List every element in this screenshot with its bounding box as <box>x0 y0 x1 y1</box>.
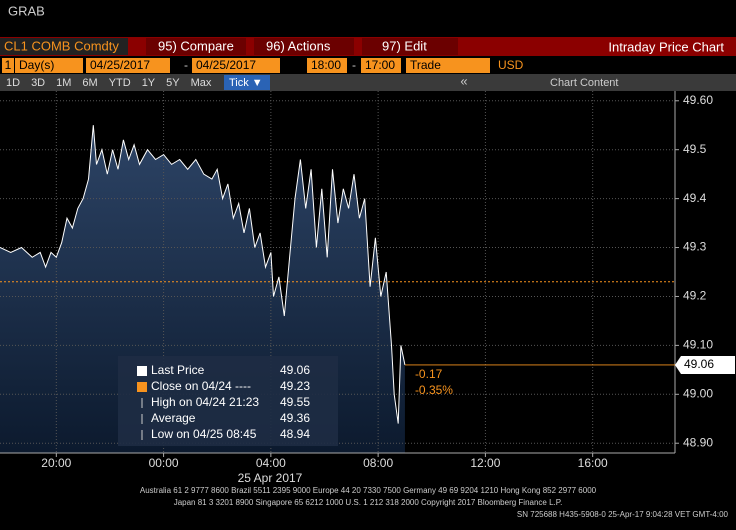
period-unit[interactable]: Day(s) <box>19 58 54 72</box>
annotation: -0.17 <box>415 367 443 381</box>
ticker[interactable]: CL1 COMB Comdty <box>4 38 119 53</box>
price-line <box>0 125 406 424</box>
legend-value: 49.36 <box>280 411 310 425</box>
x-tick-label: 20:00 <box>41 456 71 470</box>
legend-label: High on 04/24 21:23 <box>151 395 259 409</box>
x-axis-label: 25 Apr 2017 <box>238 471 303 485</box>
axis-background <box>675 91 736 453</box>
legend: Last Price 49.06 Close on 04/24 ---- 49.23 H… <box>118 356 338 446</box>
legend-value: 49.23 <box>280 379 310 393</box>
y-tick-label: 49.00 <box>683 386 713 400</box>
legend-label: Last Price <box>151 363 205 377</box>
start-date-box[interactable] <box>86 58 170 73</box>
period-count[interactable]: 1 <box>5 58 12 72</box>
range-button[interactable]: 6M <box>82 77 97 89</box>
legend-swatch <box>137 382 147 392</box>
legend-value: 49.06 <box>280 363 310 377</box>
annotation: -0.35% <box>415 383 453 397</box>
period-count-box[interactable] <box>2 58 14 73</box>
start-date[interactable]: 04/25/2017 <box>90 58 150 72</box>
field[interactable]: Trade <box>410 58 441 72</box>
y-tick-label: 49.3 <box>683 240 707 254</box>
x-tick-label: 04:00 <box>256 456 286 470</box>
edit-button[interactable] <box>362 38 458 55</box>
currency: USD <box>498 58 524 72</box>
x-tick-label: 16:00 <box>578 456 608 470</box>
range-button[interactable]: Max <box>191 77 212 89</box>
start-time-box[interactable] <box>307 58 347 73</box>
end-date[interactable]: 04/25/2017 <box>196 58 256 72</box>
y-tick-label: 48.90 <box>683 435 713 449</box>
y-tick-label: 49.10 <box>683 338 713 352</box>
legend-label: Average <box>151 411 196 425</box>
collapse[interactable]: « <box>460 73 467 88</box>
range-buttons: 1D 3D 1M 6M YTD 1Y 5Y Max <box>6 77 212 89</box>
chart-name: Intraday Price Chart <box>608 39 724 54</box>
edit[interactable]: 97) Edit <box>382 38 427 53</box>
compare[interactable]: 95) Compare <box>158 38 234 53</box>
range-button[interactable]: 3D <box>31 77 45 89</box>
chart-content[interactable]: Chart Content <box>550 77 618 89</box>
x-tick-label: 12:00 <box>470 456 500 470</box>
x-tick-label: 00:00 <box>149 456 179 470</box>
x-tick-label: 08:00 <box>363 456 393 470</box>
interval[interactable]: Tick ▼ <box>229 77 263 89</box>
interval-box[interactable] <box>224 75 270 90</box>
legend-label: Close on 04/24 ---- <box>151 379 251 393</box>
range-button[interactable]: 5Y <box>166 77 180 89</box>
dash: - <box>184 58 188 72</box>
actions[interactable]: 96) Actions <box>266 38 331 53</box>
y-tick-label: 49.2 <box>683 289 707 303</box>
legend-box <box>118 356 338 446</box>
footer-line: Japan 81 3 3201 8900 Singapore 65 6212 1… <box>174 498 563 507</box>
y-tick-label: 49.60 <box>683 93 713 107</box>
footer-line: Australia 61 2 9777 8600 Brazil 5511 239… <box>140 486 597 495</box>
start-time[interactable]: 18:00 <box>311 58 341 72</box>
range-button[interactable]: 1M <box>56 77 71 89</box>
footer-line: SN 725688 H435-5908-0 25-Apr-17 9:04:28 … <box>517 510 729 519</box>
end-date-box[interactable] <box>192 58 280 73</box>
end-time-box[interactable] <box>361 58 401 73</box>
period-unit-box[interactable] <box>15 58 83 73</box>
field-box[interactable] <box>406 58 490 73</box>
last-price-tag <box>675 355 735 374</box>
range-bar <box>0 74 736 91</box>
dash: - <box>352 58 356 72</box>
window-title: GRAB <box>8 3 45 18</box>
actions-button[interactable] <box>254 38 354 55</box>
legend-value: 48.94 <box>280 427 310 441</box>
legend-value: 49.55 <box>280 395 310 409</box>
compare-button[interactable] <box>146 38 246 55</box>
range-button[interactable]: 1Y <box>142 77 156 89</box>
ticker-box[interactable] <box>0 38 128 55</box>
last-price-label: 49.06 <box>684 357 714 371</box>
legend-label: Low on 04/25 08:45 <box>151 427 257 441</box>
end-time[interactable]: 17:00 <box>365 58 395 72</box>
y-tick-label: 49.4 <box>683 191 707 205</box>
range-button[interactable]: YTD <box>109 77 131 89</box>
range-button[interactable]: 1D <box>6 77 20 89</box>
plot: 48.90 49.00 49.10 49.2 49.3 49.4 49.5 49.60 20:0… <box>0 91 736 470</box>
legend-swatch <box>137 366 147 376</box>
y-tick-label: 49.5 <box>683 142 707 156</box>
